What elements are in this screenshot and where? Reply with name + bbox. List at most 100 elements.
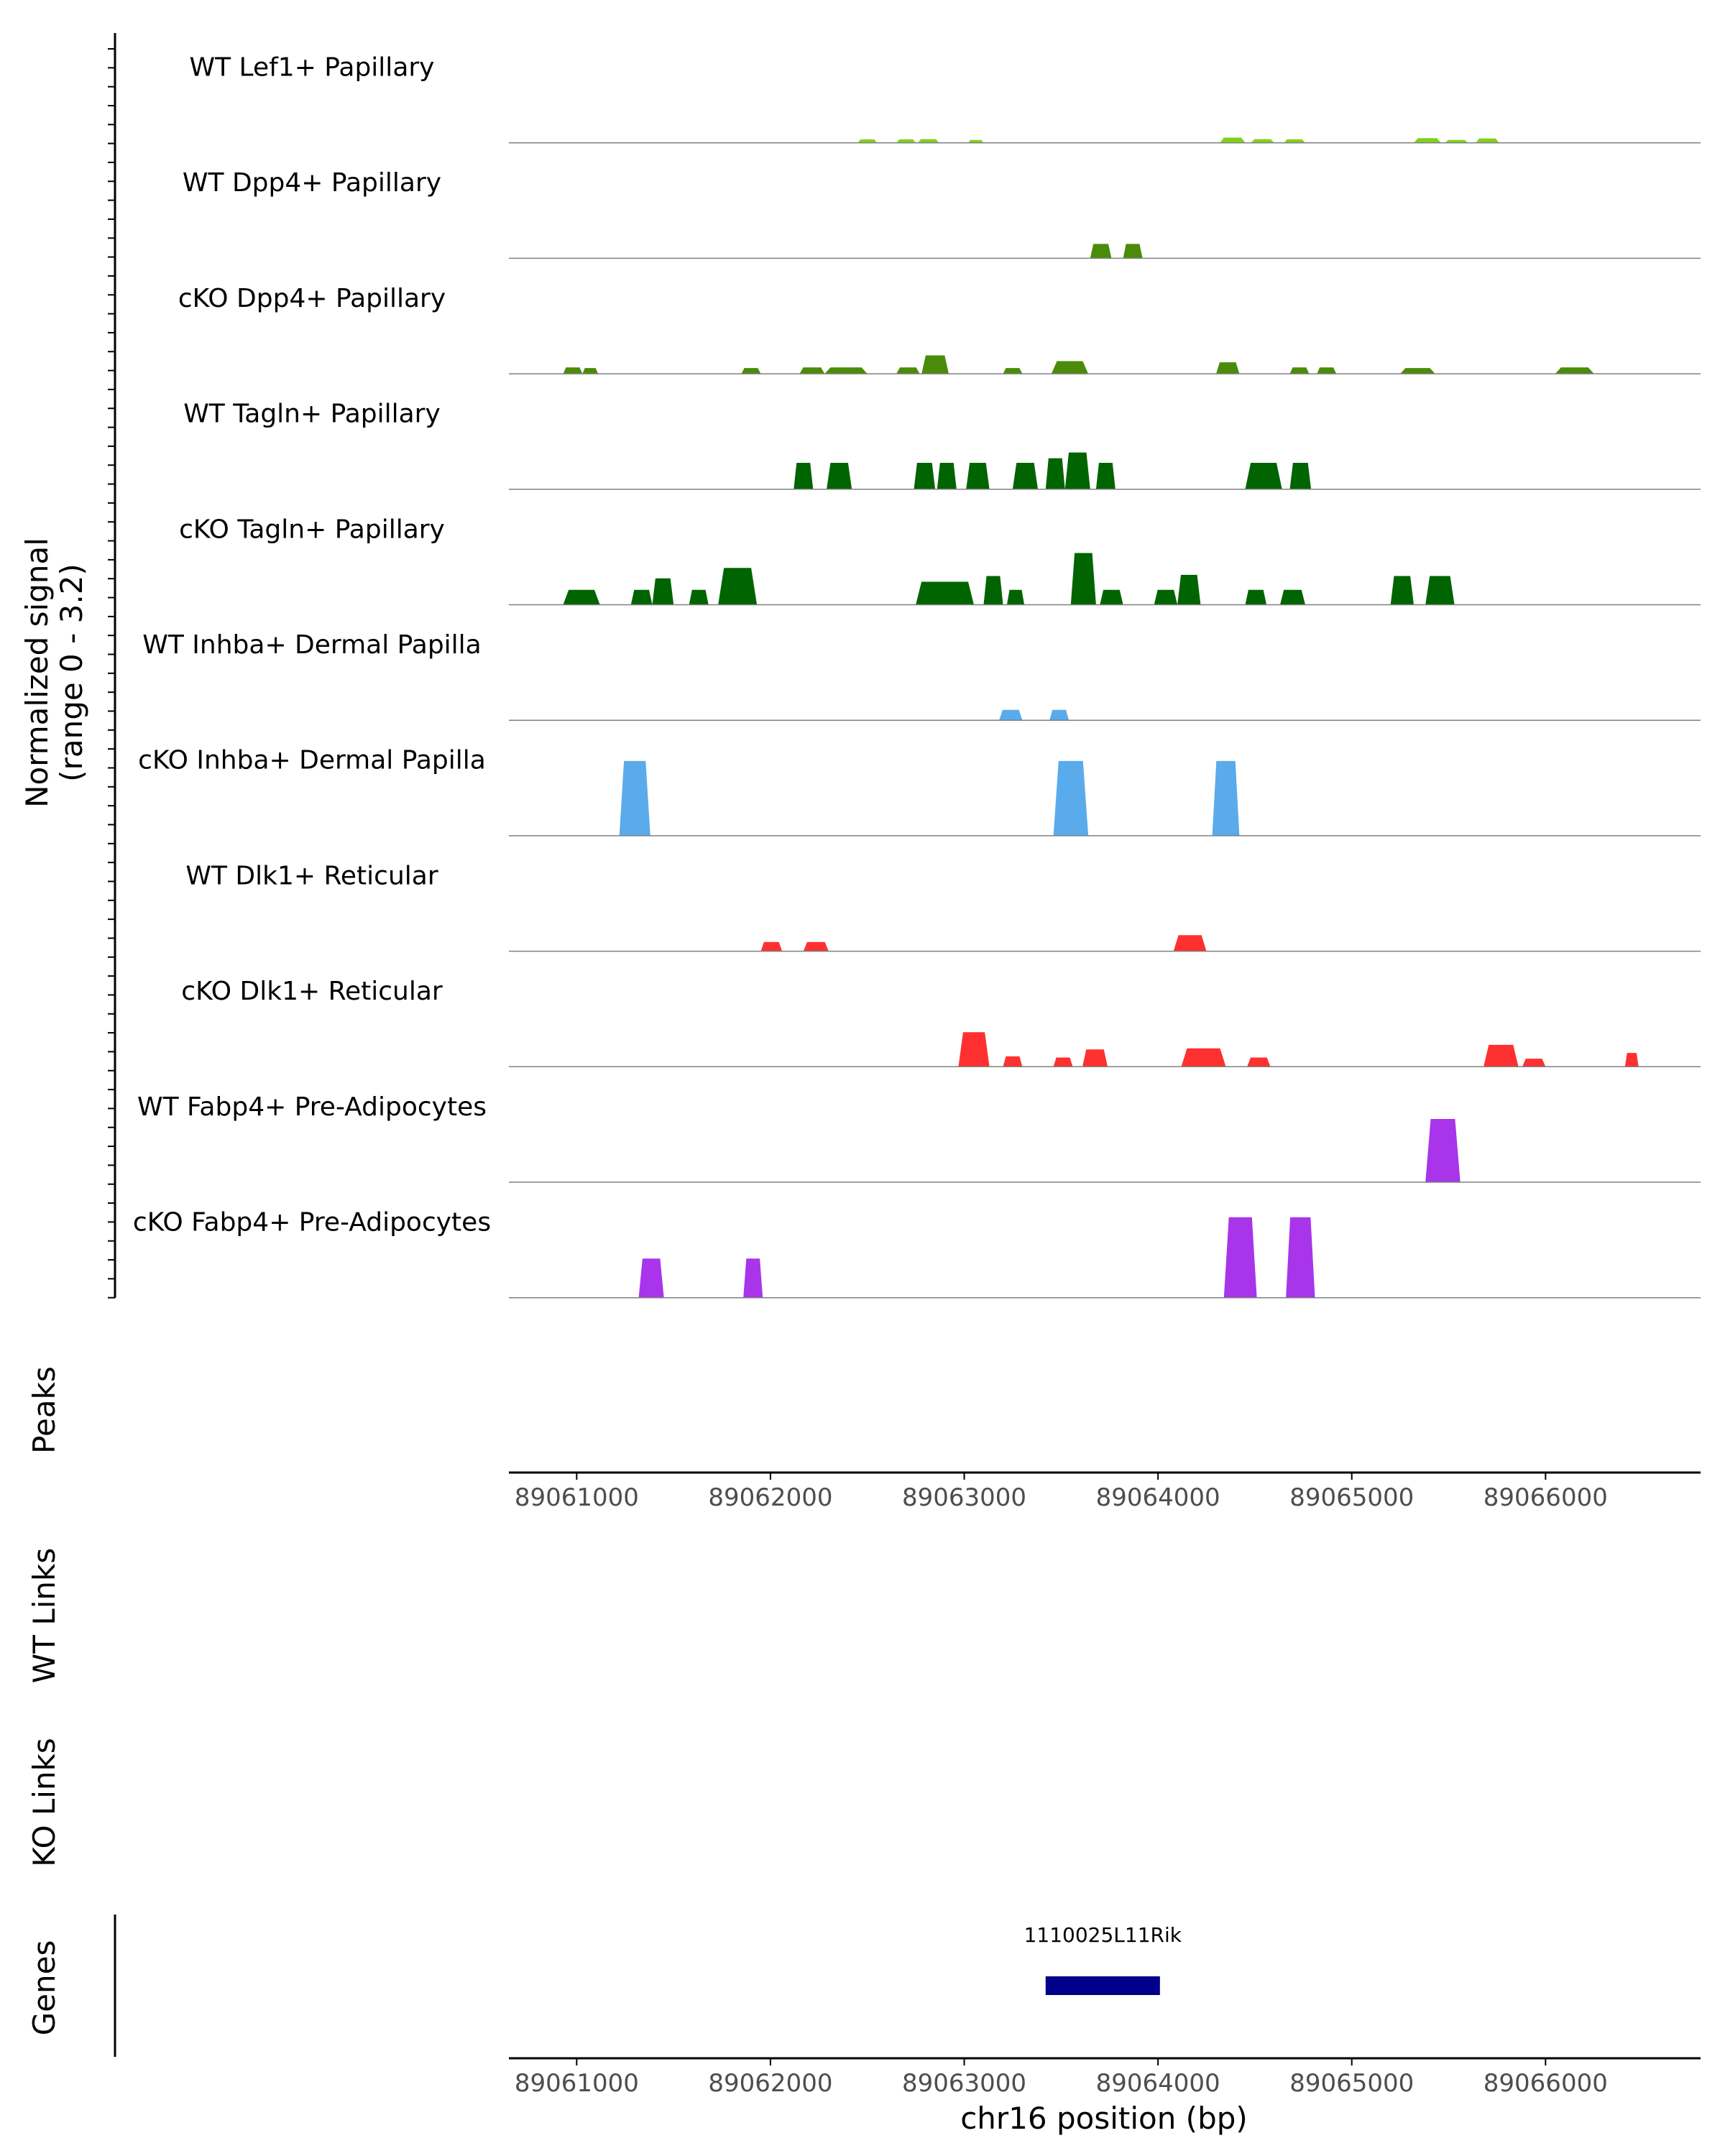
coverage-peak	[1090, 244, 1112, 259]
coverage-tracks: WT Lef1+ Papillary WT Dpp4+ Papillary cKO …	[133, 52, 1701, 1299]
coverage-peak	[1181, 1048, 1226, 1067]
coverage-peak	[1220, 137, 1246, 143]
wt-links-track-label: WT Links	[27, 1548, 62, 1683]
coverage-peak	[1247, 1057, 1271, 1067]
coverage-peak	[1286, 1217, 1315, 1298]
track-label: cKO Fabp4+ Pre-Adipocytes	[133, 1207, 491, 1237]
coverage-peak	[630, 589, 653, 605]
coverage-peak	[1216, 362, 1240, 374]
x-tick-label: 89065000	[1289, 1483, 1414, 1512]
track-label: WT Fabp4+ Pre-Adipocytes	[137, 1092, 487, 1122]
coverage-peak	[1212, 760, 1240, 836]
coverage-peak	[916, 581, 974, 605]
x-axis-peaks: 89061000 89062000 89063000 89064000 89065000…	[509, 1471, 1701, 1512]
track-label: WT Dpp4+ Papillary	[183, 168, 441, 198]
coverage-peak	[983, 576, 1003, 605]
track-11: cKO Fabp4+ Pre-Adipocytes	[133, 1207, 1701, 1299]
coverage-peak	[803, 941, 829, 952]
track-label: WT Lef1+ Papillary	[190, 52, 435, 82]
coverage-peak	[1284, 139, 1305, 143]
coverage-peak	[1053, 760, 1089, 836]
track-label: WT Inhba+ Dermal Papilla	[142, 630, 481, 660]
track-9: cKO Dlk1+ Reticular	[181, 977, 1701, 1068]
coverage-peak	[914, 463, 936, 489]
coverage-peak	[794, 463, 814, 489]
coverage-peak	[1223, 1217, 1257, 1298]
coverage-peak	[1245, 463, 1282, 489]
coverage-peak	[1317, 367, 1337, 374]
coverage-peak	[760, 941, 783, 952]
track-label: cKO Tagln+ Papillary	[179, 515, 445, 544]
coverage-peak	[1006, 589, 1025, 605]
signal-y-axis	[108, 33, 116, 1299]
y-axis-label: Normalized signal	[19, 538, 55, 808]
coverage-peak	[1400, 368, 1435, 374]
track-5: cKO Tagln+ Papillary	[179, 515, 1701, 606]
coverage-peak	[857, 139, 878, 143]
coverage-peak	[1012, 463, 1038, 489]
x-tick-label: 89063000	[902, 1483, 1026, 1512]
coverage-peak	[1045, 458, 1065, 489]
coverage-peak	[1082, 1049, 1108, 1067]
coverage-peak	[1280, 589, 1305, 605]
track-8: WT Dlk1+ Reticular	[185, 861, 1701, 952]
coverage-peak	[1003, 368, 1023, 374]
y-axis-range-label: (range 0 - 3.2)	[54, 563, 89, 782]
coverage-peak	[1251, 139, 1274, 143]
gene-name-label: 1110025L11Rik	[1024, 1923, 1182, 1947]
coverage-peak	[1484, 1044, 1519, 1067]
coverage-peak	[1522, 1059, 1546, 1067]
coverage-peak	[1624, 1053, 1639, 1067]
coverage-peak	[967, 139, 984, 143]
gene-track: 1110025L11Rik	[1024, 1923, 1182, 1995]
coverage-peak	[799, 367, 825, 374]
coverage-peak	[718, 568, 758, 605]
coverage-peak	[563, 589, 600, 605]
coverage-peak	[966, 463, 990, 489]
coverage-peak	[824, 367, 868, 374]
track-7: cKO Inhba+ Dermal Papilla	[138, 746, 1701, 837]
coverage-peak	[563, 367, 583, 374]
track-label: cKO Dlk1+ Reticular	[181, 977, 443, 1006]
track-label: WT Dlk1+ Reticular	[185, 861, 438, 890]
coverage-peak	[917, 139, 939, 143]
coverage-peak	[1051, 361, 1089, 374]
coverage-peak	[1070, 553, 1096, 605]
coverage-peak	[1476, 138, 1499, 143]
coverage-peak	[958, 1032, 990, 1067]
coverage-peak	[1445, 139, 1468, 143]
track-2: WT Dpp4+ Papillary	[183, 168, 1701, 259]
coverage-peak	[1049, 709, 1070, 721]
genes-track-label: Genes	[27, 1940, 62, 2036]
x-tick-label: 89066000	[1484, 2069, 1608, 2098]
coverage-peak	[1095, 463, 1116, 489]
coverage-peak	[741, 368, 761, 374]
coverage-peak	[1390, 576, 1414, 605]
track-10: WT Fabp4+ Pre-Adipocytes	[137, 1092, 1701, 1183]
track-3: cKO Dpp4+ Papillary	[178, 284, 1701, 374]
coverage-peak	[1154, 589, 1178, 605]
x-axis-label: chr16 position (bp)	[960, 2101, 1248, 2136]
coverage-peak	[1064, 452, 1090, 489]
track-6: WT Inhba+ Dermal Papilla	[142, 630, 1701, 721]
x-axis-genes: 89061000 89062000 89063000 89064000 89065000…	[509, 2057, 1701, 2098]
x-tick-label: 89061000	[515, 1483, 639, 1512]
x-tick-label: 89061000	[515, 2069, 639, 2098]
x-tick-label: 89065000	[1289, 2069, 1414, 2098]
coverage-peak	[638, 1258, 664, 1298]
track-4: WT Tagln+ Papillary	[183, 400, 1701, 490]
coverage-peak	[1555, 367, 1594, 374]
coverage-peak	[1003, 1056, 1023, 1067]
coverage-peak	[743, 1258, 763, 1298]
peaks-track-label: Peaks	[27, 1366, 62, 1454]
coverage-peak	[896, 367, 920, 374]
x-tick-label: 89064000	[1096, 1483, 1220, 1512]
coverage-peak	[582, 368, 598, 374]
coverage-peak	[652, 578, 674, 605]
coverage-peak	[1123, 244, 1143, 259]
coverage-peak	[1425, 1119, 1460, 1182]
coverage-peak	[689, 589, 709, 605]
coverage-peak	[921, 355, 949, 374]
coverage-peak	[1414, 138, 1441, 143]
